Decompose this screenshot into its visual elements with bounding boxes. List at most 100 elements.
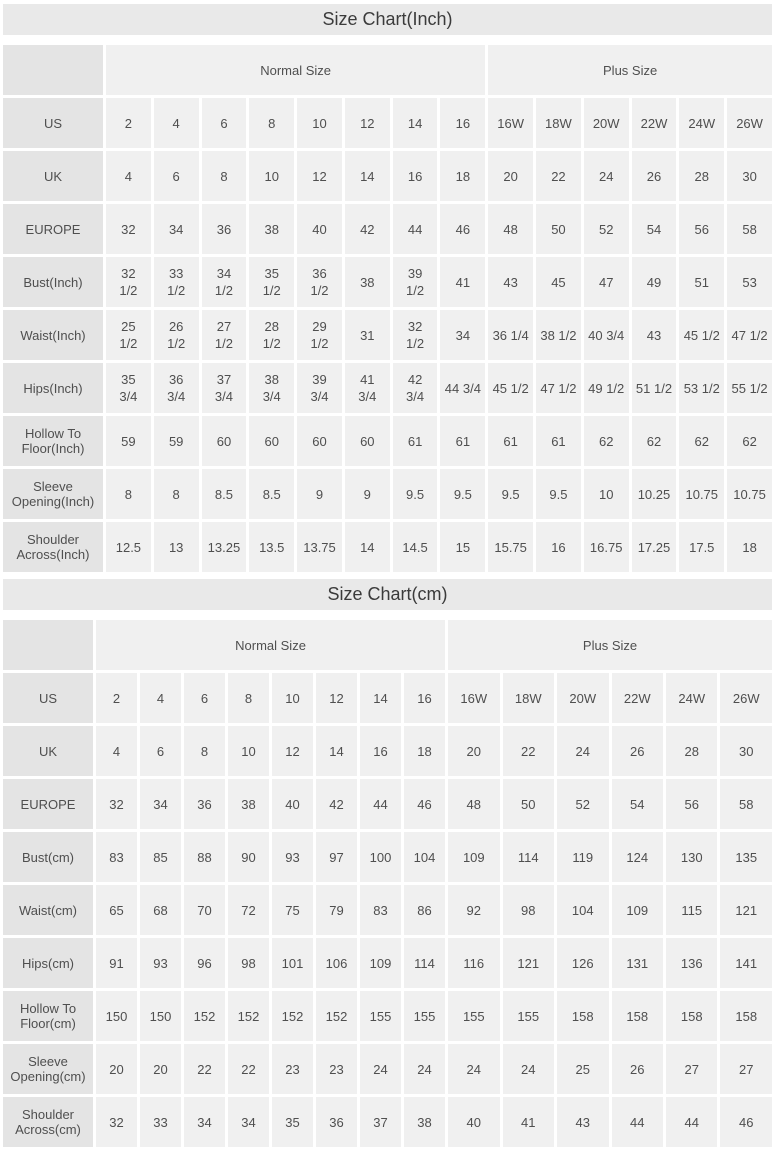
size-cell: 26 <box>611 726 663 776</box>
size-cell: 22W <box>631 98 677 148</box>
size-cell: 35 <box>272 1097 313 1147</box>
size-cell: 10.75 <box>727 469 772 519</box>
size-cell: 8 <box>201 151 247 201</box>
size-cell: 8 <box>249 98 295 148</box>
size-cell: 98 <box>502 885 555 935</box>
size-cell: 53 1/2 <box>679 363 725 413</box>
size-cell: 104 <box>404 832 446 882</box>
size-cell: 8 <box>184 726 225 776</box>
size-cell: 12 <box>297 151 342 201</box>
size-cell: 10.75 <box>679 469 725 519</box>
size-cell: 27 1/2 <box>201 310 247 360</box>
row-label: EUROPE <box>3 204 103 254</box>
size-cell: 130 <box>665 832 718 882</box>
size-cell: 4 <box>96 726 137 776</box>
size-cell: 54 <box>631 204 677 254</box>
size-cell: 16 <box>404 673 446 723</box>
size-cell: 24W <box>679 98 725 148</box>
size-table-cm: Normal Size Plus Size US 2 4 6 8 10 12 14 16 16W 18W… <box>0 617 775 1150</box>
size-cell: 24 <box>448 1044 500 1094</box>
size-cell: 38 <box>404 1097 446 1147</box>
size-cell: 43 <box>631 310 677 360</box>
size-cell: 24 <box>557 726 609 776</box>
size-cell: 34 <box>184 1097 225 1147</box>
size-cell: 51 1/2 <box>631 363 677 413</box>
row-label: US <box>3 98 103 148</box>
size-chart-inch-title: Size Chart(Inch) <box>3 4 772 35</box>
size-cell: 18 <box>440 151 486 201</box>
size-cell: 9 <box>344 469 390 519</box>
size-cell: 50 <box>536 204 581 254</box>
size-cell: 40 <box>272 779 313 829</box>
size-cell: 34 <box>140 779 181 829</box>
table-row: Hollow To Floor(Inch) 59 59 60 60 60 60 61 61 61 6… <box>3 416 772 466</box>
size-cell: 158 <box>611 991 663 1041</box>
size-cell: 136 <box>665 938 718 988</box>
size-cell: 61 <box>536 416 581 466</box>
size-cell: 46 <box>720 1097 772 1147</box>
size-cell: 60 <box>344 416 390 466</box>
table-row: EUROPE 32 34 36 38 40 42 44 46 48 50 52 54 56 58 <box>3 204 772 254</box>
size-cell: 20 <box>96 1044 137 1094</box>
size-cell: 18 <box>404 726 446 776</box>
size-cell: 18W <box>502 673 555 723</box>
row-label: Hollow To Floor(cm) <box>3 991 93 1041</box>
size-cell: 150 <box>140 991 181 1041</box>
size-cell: 24W <box>665 673 718 723</box>
table-row: Waist(Inch) 25 1/2 26 1/2 27 1/2 28 1/2 29 1/… <box>3 310 772 360</box>
size-cell: 41 <box>502 1097 555 1147</box>
size-cell: 121 <box>502 938 555 988</box>
size-cell: 86 <box>404 885 446 935</box>
size-cell: 20 <box>448 726 500 776</box>
size-cell: 26W <box>727 98 772 148</box>
size-cell: 32 <box>106 204 151 254</box>
size-cell: 34 1/2 <box>201 257 247 307</box>
size-cell: 43 <box>557 1097 609 1147</box>
size-cell: 44 3/4 <box>440 363 486 413</box>
size-cell: 109 <box>448 832 500 882</box>
size-cell: 41 3/4 <box>344 363 390 413</box>
size-cell: 14 <box>344 522 390 572</box>
size-cell: 155 <box>404 991 446 1041</box>
size-cell: 14 <box>316 726 357 776</box>
size-cell: 152 <box>184 991 225 1041</box>
table-row: Shoulder Across(cm) 32 33 34 34 35 36 37 38 40 41 4… <box>3 1097 772 1147</box>
corner-cell <box>3 620 93 670</box>
size-cell: 91 <box>96 938 137 988</box>
size-cell: 26W <box>720 673 772 723</box>
size-cell: 58 <box>720 779 772 829</box>
size-cell: 40 <box>297 204 342 254</box>
size-cell: 36 1/2 <box>297 257 342 307</box>
size-cell: 24 <box>502 1044 555 1094</box>
size-table-inch: Normal Size Plus Size US 2 4 6 8 10 12 14 16 16W 18W… <box>0 42 775 575</box>
table-row: US 2 4 6 8 10 12 14 16 16W 18W 20W 22W 24W 26W <box>3 98 772 148</box>
size-cell: 14.5 <box>392 522 438 572</box>
size-cell: 53 <box>727 257 772 307</box>
size-cell: 62 <box>583 416 629 466</box>
size-cell: 26 1/2 <box>153 310 199 360</box>
group-header-normal: Normal Size <box>96 620 446 670</box>
size-cell: 104 <box>557 885 609 935</box>
size-cell: 51 <box>679 257 725 307</box>
row-label: UK <box>3 726 93 776</box>
row-label: Waist(Inch) <box>3 310 103 360</box>
size-cell: 16 <box>440 98 486 148</box>
size-cell: 98 <box>228 938 269 988</box>
size-cell: 61 <box>392 416 438 466</box>
size-cell: 8 <box>228 673 269 723</box>
size-cell: 34 <box>228 1097 269 1147</box>
size-cell: 20 <box>140 1044 181 1094</box>
size-cell: 44 <box>392 204 438 254</box>
size-cell: 8.5 <box>249 469 295 519</box>
size-cell: 10 <box>249 151 295 201</box>
group-header-normal: Normal Size <box>106 45 486 95</box>
size-cell: 158 <box>557 991 609 1041</box>
size-cell: 54 <box>611 779 663 829</box>
table-row: Shoulder Across(Inch) 12.5 13 13.25 13.5 13.7… <box>3 522 772 572</box>
size-cell: 121 <box>720 885 772 935</box>
size-cell: 16 <box>536 522 581 572</box>
size-cell: 44 <box>360 779 401 829</box>
size-cell: 40 <box>448 1097 500 1147</box>
table-row: Bust(Inch) 32 1/2 33 1/2 34 1/2 35 1/2 36 1/2… <box>3 257 772 307</box>
size-cell: 4 <box>140 673 181 723</box>
